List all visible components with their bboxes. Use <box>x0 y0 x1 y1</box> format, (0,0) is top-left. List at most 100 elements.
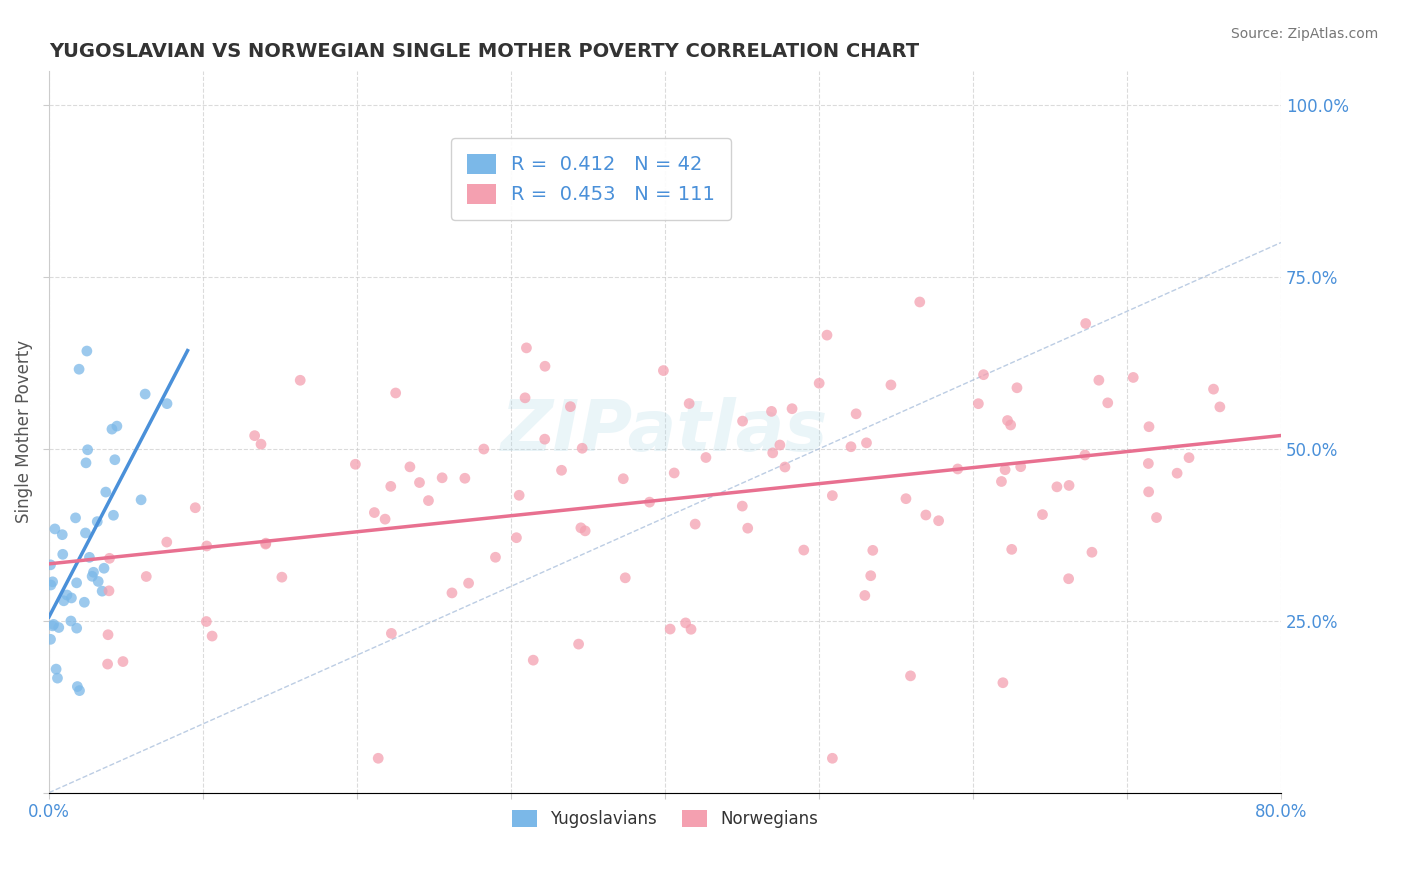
Point <box>508 488 530 502</box>
Point <box>862 543 884 558</box>
Point <box>967 397 990 411</box>
Point <box>484 550 506 565</box>
Point <box>39 578 62 592</box>
Point <box>821 489 844 503</box>
Point <box>380 626 402 640</box>
Point <box>39 558 62 572</box>
Point <box>1057 572 1080 586</box>
Point <box>101 422 124 436</box>
Point <box>52 594 75 608</box>
Point <box>380 479 402 493</box>
Point <box>472 442 495 456</box>
Point <box>569 521 592 535</box>
Point <box>574 524 596 538</box>
Point <box>45 662 67 676</box>
Point <box>1057 478 1080 492</box>
Point <box>46 671 69 685</box>
Point <box>254 537 277 551</box>
Point <box>65 511 87 525</box>
Point <box>1074 448 1097 462</box>
Point <box>440 586 463 600</box>
Point <box>65 575 87 590</box>
Point <box>821 751 844 765</box>
Point <box>1137 484 1160 499</box>
Point <box>195 615 218 629</box>
Point <box>997 413 1019 427</box>
Point <box>430 471 453 485</box>
Point <box>134 387 156 401</box>
Point <box>104 452 127 467</box>
Point <box>1137 419 1160 434</box>
Point <box>97 628 120 642</box>
Point <box>76 344 98 359</box>
Point <box>1178 450 1201 465</box>
Point <box>82 569 104 583</box>
Point <box>994 463 1017 477</box>
Point <box>454 471 477 485</box>
Point <box>367 751 389 765</box>
Point <box>344 457 367 471</box>
Point <box>48 620 70 634</box>
Point <box>418 493 440 508</box>
Point <box>94 485 117 500</box>
Point <box>1074 317 1097 331</box>
Legend: Yugoslavians, Norwegians: Yugoslavians, Norwegians <box>505 804 825 835</box>
Point <box>41 619 63 633</box>
Point <box>1081 545 1104 559</box>
Point <box>59 614 82 628</box>
Point <box>679 622 702 636</box>
Point <box>853 589 876 603</box>
Point <box>374 512 396 526</box>
Point <box>533 432 555 446</box>
Point <box>243 428 266 442</box>
Point <box>75 456 97 470</box>
Point <box>731 414 754 428</box>
Point <box>156 535 179 549</box>
Point <box>87 574 110 589</box>
Point <box>761 404 783 418</box>
Point <box>894 491 917 506</box>
Point <box>612 472 634 486</box>
Point <box>75 526 97 541</box>
Point <box>56 588 79 602</box>
Point <box>534 359 557 374</box>
Point <box>1000 417 1022 432</box>
Point <box>845 407 868 421</box>
Point <box>513 391 536 405</box>
Text: Source: ZipAtlas.com: Source: ZipAtlas.com <box>1230 27 1378 41</box>
Point <box>93 561 115 575</box>
Point <box>97 657 120 671</box>
Point <box>769 438 792 452</box>
Point <box>515 341 537 355</box>
Point <box>855 435 877 450</box>
Point <box>69 683 91 698</box>
Point <box>1209 400 1232 414</box>
Point <box>270 570 292 584</box>
Point <box>659 622 682 636</box>
Point <box>73 595 96 609</box>
Point <box>201 629 224 643</box>
Point <box>42 617 65 632</box>
Point <box>1122 370 1144 384</box>
Point <box>91 584 114 599</box>
Point <box>991 675 1014 690</box>
Point <box>103 508 125 523</box>
Point <box>915 508 938 522</box>
Point <box>695 450 717 465</box>
Point <box>384 386 406 401</box>
Point <box>762 446 785 460</box>
Point <box>135 569 157 583</box>
Point <box>98 551 121 566</box>
Point <box>1010 459 1032 474</box>
Point <box>66 680 89 694</box>
Point <box>66 621 89 635</box>
Point <box>946 462 969 476</box>
Point <box>1166 466 1188 480</box>
Point <box>1146 510 1168 524</box>
Point <box>1202 382 1225 396</box>
Point <box>86 515 108 529</box>
Point <box>1001 542 1024 557</box>
Point <box>254 536 277 550</box>
Point <box>908 295 931 310</box>
Point <box>51 527 73 541</box>
